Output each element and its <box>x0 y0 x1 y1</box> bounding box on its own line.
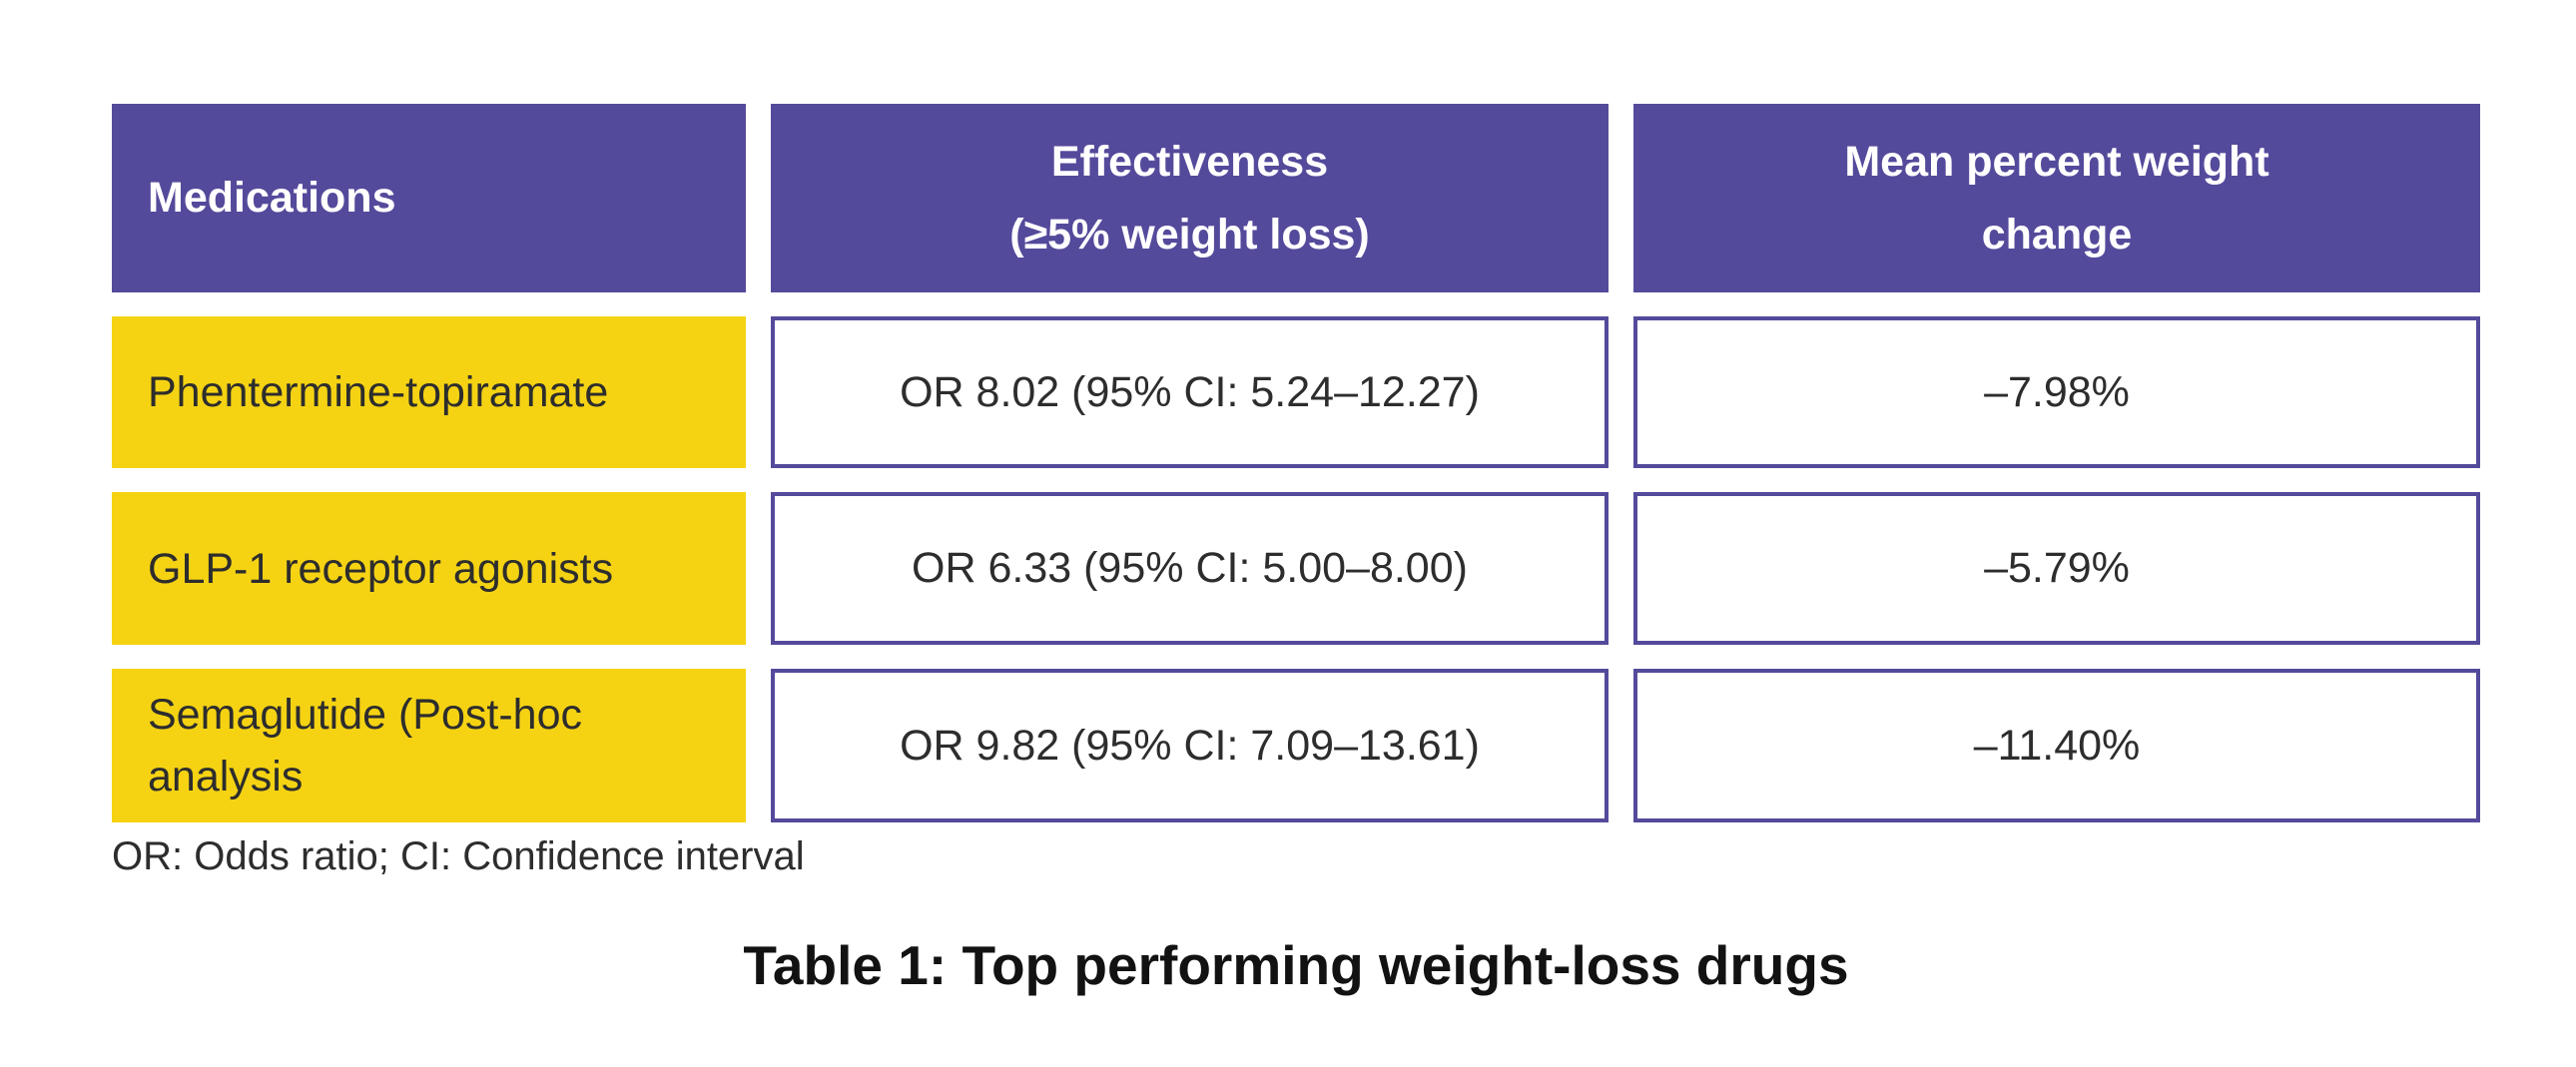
header-label-mean-change-line1: Mean percent weight <box>1844 137 2269 186</box>
header-cell-effectiveness: Effectiveness (≥5% weight loss) <box>771 104 1609 292</box>
header-label-mean-change-line2: change <box>1981 210 2133 259</box>
mean-change-cell: –7.98% <box>1633 316 2480 468</box>
mean-change-cell: –5.79% <box>1633 492 2480 645</box>
header-label-medications: Medications <box>148 174 396 222</box>
header-label-effectiveness-line2: (≥5% weight loss) <box>1009 210 1370 259</box>
table-grid: Medications Effectiveness (≥5% weight lo… <box>112 104 2480 822</box>
mean-change-cell: –11.40% <box>1633 669 2480 822</box>
effectiveness-cell: OR 6.33 (95% CI: 5.00–8.00) <box>771 492 1609 645</box>
effectiveness-cell: OR 8.02 (95% CI: 5.24–12.27) <box>771 316 1609 468</box>
weight-loss-table: Medications Effectiveness (≥5% weight lo… <box>112 104 2480 997</box>
table-footnote: OR: Odds ratio; CI: Confidence interval <box>112 834 805 878</box>
medication-cell: Phentermine-topiramate <box>112 316 746 468</box>
medication-cell: GLP-1 receptor agonists <box>112 492 746 645</box>
header-cell-mean-change: Mean percent weight change <box>1633 104 2480 292</box>
table-caption: Table 1: Top performing weight-loss drug… <box>743 934 1849 996</box>
header-cell-medications: Medications <box>112 104 746 292</box>
medication-cell: Semaglutide (Post-hoc analysis <box>112 669 746 822</box>
effectiveness-cell: OR 9.82 (95% CI: 7.09–13.61) <box>771 669 1609 822</box>
header-label-effectiveness-line1: Effectiveness <box>1050 137 1329 186</box>
